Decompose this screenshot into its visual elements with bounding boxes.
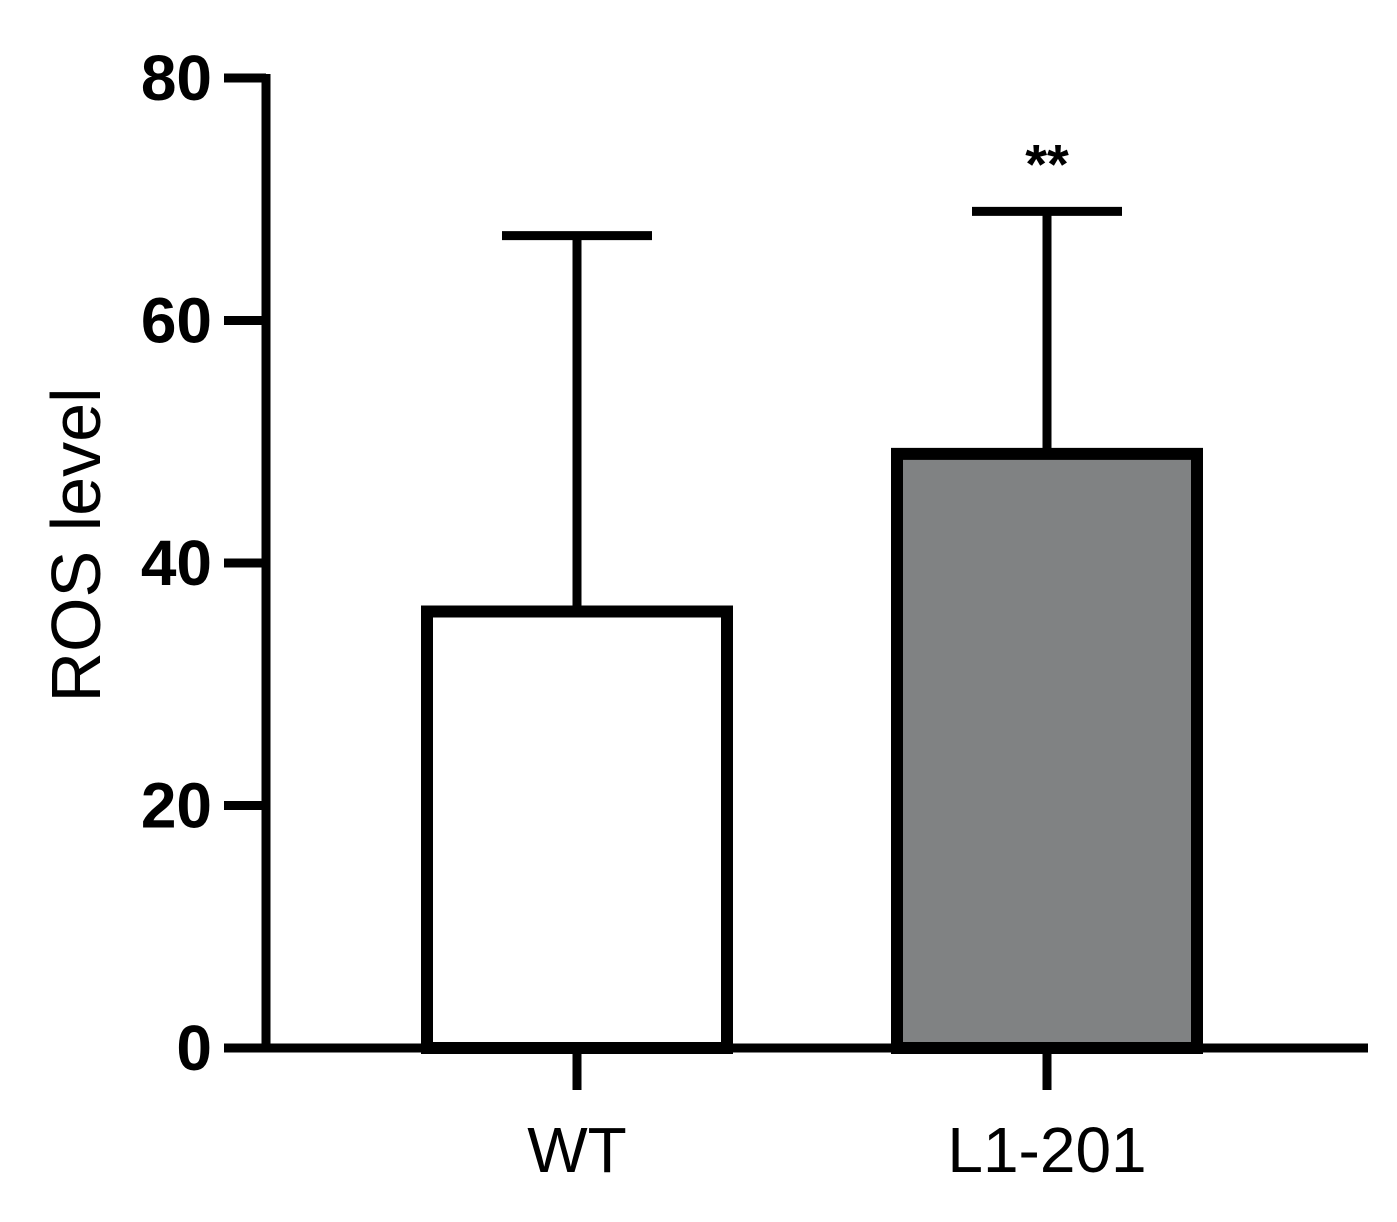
x-ticks-layer: WT L1-201 xyxy=(527,1048,1147,1186)
significance-marker-l1-201: ** xyxy=(1025,132,1069,195)
y-tick-label-80: 80 xyxy=(141,42,212,114)
x-tick-label-l1-201: L1-201 xyxy=(947,1114,1146,1186)
bar-l1-201 xyxy=(891,447,1203,1054)
y-tick-label-20: 20 xyxy=(141,770,212,842)
error-bars-layer xyxy=(502,206,1122,612)
x-tick-label-wt: WT xyxy=(527,1114,627,1186)
significance-layer: ** xyxy=(1025,132,1069,195)
y-tick-label-60: 60 xyxy=(141,285,212,357)
y-axis-label: ROS level xyxy=(37,387,115,702)
y-tick-label-40: 40 xyxy=(141,527,212,599)
bars-layer xyxy=(421,447,1203,1054)
bar-wt xyxy=(421,605,733,1054)
y-tick-label-0: 0 xyxy=(176,1012,212,1084)
y-ticks-layer: 0 20 40 60 80 xyxy=(141,42,266,1084)
